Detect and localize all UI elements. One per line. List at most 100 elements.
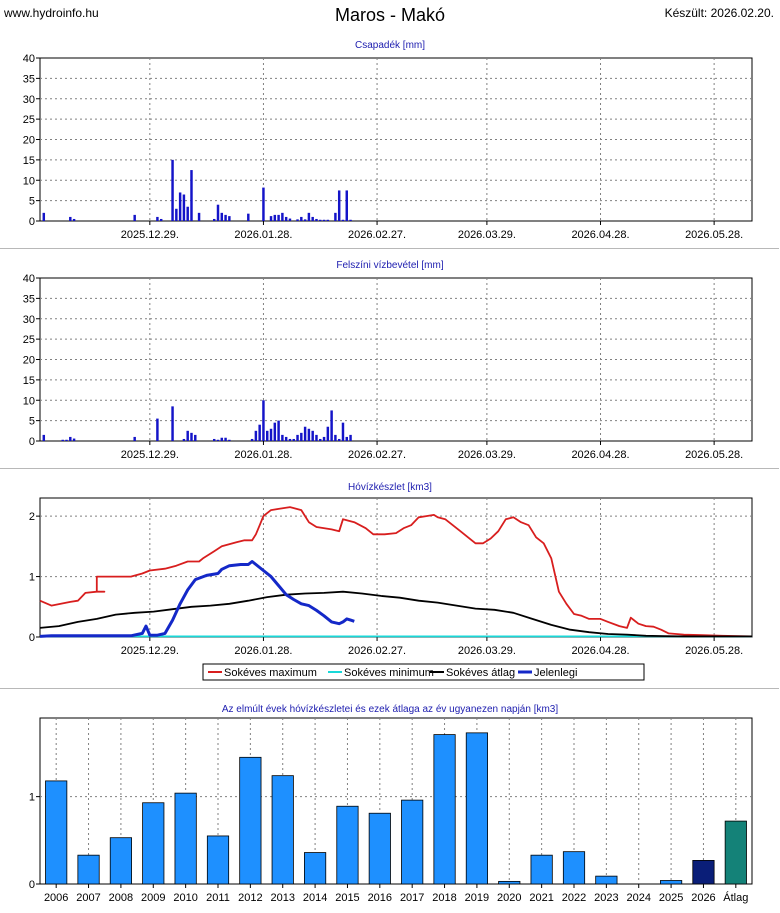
data-bar [61,439,64,441]
data-bar [269,428,273,441]
data-bar [69,436,72,441]
year-bar [271,775,294,885]
data-bar [330,410,333,441]
x-tick-label: 2024 [626,892,650,904]
water-extraction-panel: Felszíni vízbevétel [mm] 0 5 10 15 20 25 30 35 40… [0,250,779,469]
data-bar [186,206,189,221]
x-tick-label: 2026.02.27. [348,645,406,657]
series-line [39,590,752,638]
data-bar [341,422,345,441]
y-tick-label: 10 [23,395,35,407]
y-tick-label: 35 [23,73,35,85]
y-tick-label: 15 [23,155,35,167]
x-tick-label: 2019 [465,892,489,904]
x-tick-label: 2026.01.28. [234,449,292,461]
data-bar [307,212,311,221]
y-tick-label: 0 [29,216,35,228]
y-tick-label: 1 [29,792,35,804]
chart-title: Az elmúlt évek hóvízkészletei és ezek át… [222,704,559,715]
x-tick-label: 2013 [270,892,294,904]
data-bar [281,212,284,221]
precipitation-panel: Csapadék [mm] 0 5 10 15 20 25 30 35 40 2025.12.29.… [0,30,779,249]
data-bar [296,219,299,221]
data-bar [258,424,261,441]
data-bar [326,219,330,221]
y-tick-label: 25 [23,334,35,346]
data-bar [334,212,337,221]
y-tick-label: 20 [23,135,35,147]
x-tick-label: 2026.05.28. [685,229,743,241]
x-tick-label: 2026 [691,892,715,904]
legend: Sokéves maximum Sokéves minimum Sokéves át… [202,663,645,681]
data-bar [315,218,318,221]
data-bar [322,436,326,441]
data-bar [171,406,174,441]
x-tick-label: 2026.03.29. [458,645,516,657]
snow-water-chart: Hóvízkészlet [km3] 0 1 2 2025.12.29. 2026.01.… [29,482,753,681]
y-tick-label: 30 [23,94,35,106]
x-tick-label: 2026.04.28. [571,449,629,461]
data-bar [224,437,227,441]
created-date: Készült: 2026.02.20. [664,6,774,20]
year-bar [45,780,68,885]
data-bar [216,204,220,221]
data-bar [319,219,322,221]
x-tick-label: 2010 [173,892,197,904]
x-tick-label: 2021 [529,892,553,904]
chart-title: Hóvízkészlet [km3] [348,482,432,493]
x-tick-label: 2016 [368,892,392,904]
data-bar [250,438,254,441]
data-bar [345,190,348,221]
data-bar [296,434,299,441]
data-bar [341,219,345,221]
data-bar [175,208,178,221]
data-bar [262,400,265,441]
plot-area [39,497,753,638]
legend-label: Sokéves maximum [224,667,317,679]
snow-water-panel: Hóvízkészlet [km3] 0 1 2 2025.12.29. 2026.01.… [0,470,779,689]
y-tick-label: 0 [29,879,35,891]
y-tick-label: 30 [23,314,35,326]
data-bar [228,216,231,221]
x-tick-label: 2026.05.28. [685,449,743,461]
data-bar [277,420,280,441]
data-bar [72,438,76,441]
year-bar [109,837,132,885]
y-tick-label: 0 [29,632,35,644]
data-bar [65,439,68,441]
data-bar [194,434,197,441]
data-bar [182,194,186,221]
x-tick-label: Átlag [723,891,748,904]
y-tick-label: 40 [23,53,35,65]
y-tick-label: 5 [29,196,35,208]
page-title: Maros - Makó [334,5,446,25]
year-bar [77,854,100,885]
data-bar [349,434,352,441]
x-tick-label: 2025 [659,892,683,904]
x-tick-label: 2017 [400,892,424,904]
y-tick-label: 40 [23,273,35,285]
data-bar [281,434,284,441]
series-line [39,560,355,638]
series-line [39,506,753,638]
x-tick-label: 2026.01.28. [234,645,292,657]
yearly-snow-chart: Az elmúlt évek hóvízkészletei és ezek át… [29,704,753,904]
data-bar [190,432,193,441]
data-bar [273,422,277,441]
data-bar [254,430,258,441]
precipitation-chart: Csapadék [mm] 0 5 10 15 20 25 30 35 40 2025.12.29.… [23,40,753,241]
year-bar [142,802,165,885]
year-bar [368,812,391,885]
year-bar [174,792,197,885]
x-tick-label: 2014 [303,892,327,904]
data-bar [307,428,311,441]
year-bar [239,756,262,885]
legend-box [202,663,645,681]
x-tick-label: 2026.02.27. [348,229,406,241]
year-bar [562,851,586,885]
data-bar [42,212,46,221]
year-bar [530,854,553,885]
x-tick-label: 2026.03.29. [458,229,516,241]
x-tick-label: 2012 [238,892,262,904]
data-bar [311,430,314,441]
